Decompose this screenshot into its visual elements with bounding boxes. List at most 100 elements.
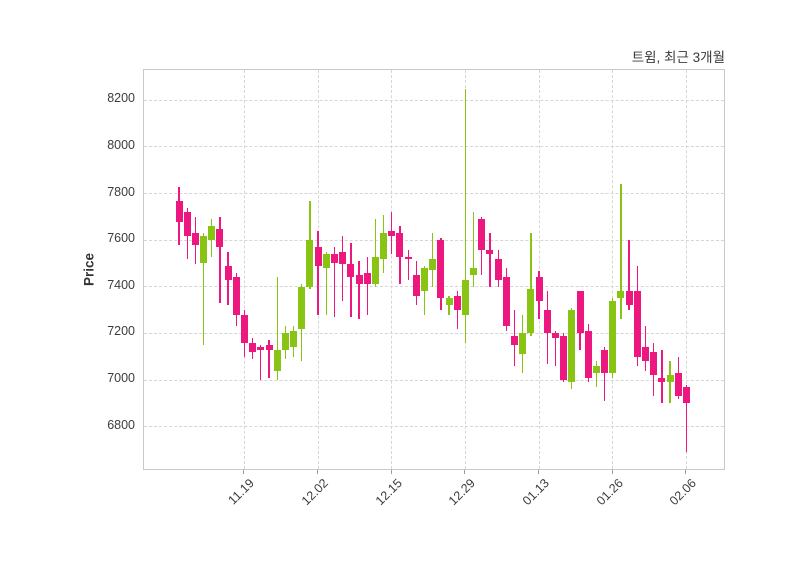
candle-wick bbox=[554, 331, 557, 367]
x-tick-label: 01.13 bbox=[519, 476, 552, 509]
grid-line-vertical bbox=[243, 70, 245, 469]
candle-body bbox=[191, 233, 199, 245]
candle-wick bbox=[685, 384, 688, 453]
candle-body bbox=[421, 268, 429, 292]
candle-body bbox=[617, 291, 625, 299]
grid-line-vertical bbox=[685, 70, 687, 469]
grid-line-horizontal bbox=[144, 193, 724, 195]
candle-body bbox=[249, 342, 257, 353]
candle-body bbox=[486, 249, 494, 255]
candle-body bbox=[257, 347, 265, 350]
candle-wick bbox=[472, 212, 475, 287]
x-tick-mark bbox=[685, 470, 687, 474]
x-tick-mark bbox=[464, 470, 466, 474]
candle-wick bbox=[202, 233, 205, 346]
candle-body bbox=[404, 256, 412, 259]
y-tick-label: 7400 bbox=[107, 277, 135, 292]
grid-line-horizontal bbox=[144, 99, 724, 101]
candle-body bbox=[224, 265, 232, 280]
candle-body bbox=[216, 228, 224, 248]
candle-body bbox=[601, 349, 609, 374]
candle-body bbox=[314, 247, 322, 266]
candle-body bbox=[641, 347, 649, 362]
x-tick-mark bbox=[317, 470, 319, 474]
candle-body bbox=[453, 296, 461, 311]
candle-body bbox=[388, 230, 396, 236]
x-tick-mark bbox=[390, 470, 392, 474]
x-tick-mark bbox=[243, 470, 245, 474]
candle-body bbox=[290, 331, 298, 348]
candle-wick bbox=[669, 361, 671, 404]
candle-body bbox=[551, 333, 559, 339]
candle-body bbox=[412, 275, 420, 297]
grid-line-horizontal bbox=[144, 332, 724, 334]
candle-body bbox=[363, 272, 371, 285]
candle-body bbox=[576, 291, 584, 334]
grid-line-vertical bbox=[391, 70, 393, 469]
candle-body bbox=[633, 291, 641, 357]
grid-line-vertical bbox=[538, 70, 540, 469]
x-tick-mark bbox=[611, 470, 613, 474]
candle-body bbox=[625, 291, 633, 306]
candle-body bbox=[437, 240, 445, 299]
x-tick-label: 01.26 bbox=[593, 476, 626, 509]
candle-wick bbox=[374, 219, 377, 287]
candle-wick bbox=[358, 261, 360, 320]
candle-wick bbox=[464, 88, 467, 343]
y-tick-label: 7000 bbox=[107, 371, 135, 386]
candle-body bbox=[355, 275, 363, 285]
candle-body bbox=[609, 300, 617, 374]
candle-body bbox=[535, 277, 543, 301]
candle-body bbox=[527, 289, 535, 334]
candle-wick bbox=[530, 233, 532, 336]
y-tick-label: 7200 bbox=[107, 324, 135, 339]
candle-body bbox=[183, 212, 191, 236]
x-tick-label: 12.02 bbox=[299, 476, 332, 509]
candle-body bbox=[429, 258, 437, 271]
candle-wick bbox=[628, 240, 630, 311]
candle-wick bbox=[407, 249, 409, 280]
candle-wick bbox=[620, 184, 622, 320]
grid-line-horizontal bbox=[144, 379, 724, 381]
candle-body bbox=[265, 345, 273, 350]
grid-line-horizontal bbox=[144, 426, 724, 428]
candle-body bbox=[519, 333, 527, 355]
x-tick-label: 02.06 bbox=[667, 476, 700, 509]
candle-body bbox=[560, 335, 568, 381]
candle-wick bbox=[260, 345, 262, 381]
candle-body bbox=[461, 279, 469, 315]
candle-body bbox=[650, 352, 658, 376]
y-tick-label: 6800 bbox=[107, 417, 135, 432]
candle-wick bbox=[448, 296, 450, 315]
plot-area bbox=[143, 69, 725, 470]
candle-body bbox=[568, 310, 576, 383]
candle-body bbox=[339, 251, 347, 264]
candle-body bbox=[674, 373, 682, 397]
candle-wick bbox=[603, 347, 606, 402]
candle-body bbox=[470, 268, 478, 276]
x-tick-mark bbox=[538, 470, 540, 474]
candle-body bbox=[200, 235, 208, 264]
chart-title: 트윔, 최근 3개월 bbox=[631, 50, 725, 65]
candle-body bbox=[232, 277, 240, 315]
candle-body bbox=[502, 277, 510, 327]
candle-wick bbox=[350, 242, 352, 318]
candle-wick bbox=[595, 361, 598, 388]
candle-body bbox=[380, 233, 388, 259]
candle-body bbox=[658, 377, 666, 383]
candle-body bbox=[478, 219, 486, 250]
candle-body bbox=[273, 349, 281, 371]
candle-body bbox=[682, 387, 690, 404]
candle-wick bbox=[342, 235, 344, 301]
y-tick-label: 7800 bbox=[107, 184, 135, 199]
x-tick-label: 11.19 bbox=[226, 476, 258, 508]
candle-wick bbox=[276, 277, 278, 381]
candle-wick bbox=[366, 256, 368, 315]
x-tick-label: 12.15 bbox=[372, 476, 405, 509]
x-tick-label: 12.29 bbox=[446, 476, 479, 509]
y-tick-label: 8200 bbox=[107, 91, 135, 106]
candle-body bbox=[208, 226, 216, 241]
candle-body bbox=[592, 366, 600, 374]
y-tick-label: 8000 bbox=[107, 137, 135, 152]
